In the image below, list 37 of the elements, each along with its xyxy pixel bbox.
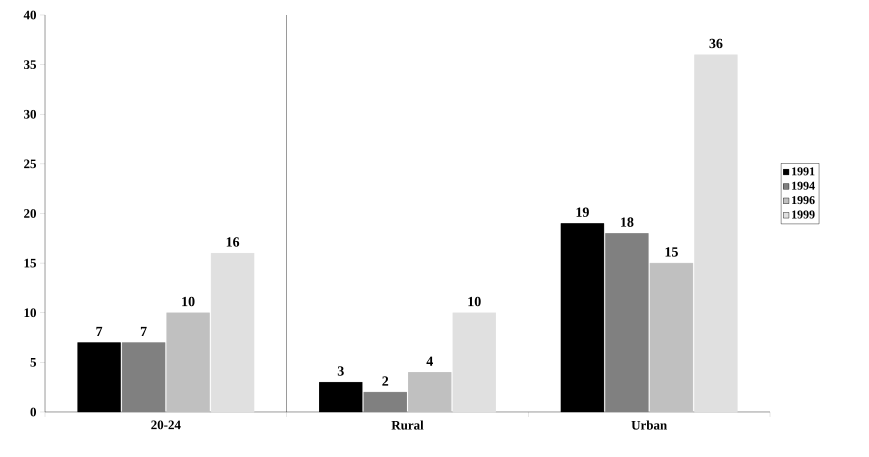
- bar: [605, 233, 649, 412]
- data-label: 10: [468, 296, 481, 306]
- data-label: 16: [226, 237, 240, 247]
- bar: [166, 312, 210, 412]
- data-label: 3: [338, 366, 344, 376]
- y-tick-label: 35: [24, 60, 36, 69]
- y-tick-label: 15: [24, 258, 36, 268]
- data-label: 2: [382, 376, 388, 386]
- y-tick-label: 10: [24, 308, 36, 318]
- bar: [452, 312, 496, 412]
- bar: [694, 54, 738, 412]
- legend-label: 1994: [792, 182, 815, 190]
- data-label: 10: [182, 296, 195, 306]
- x-tick-label: Rural: [392, 420, 424, 430]
- bar: [122, 342, 166, 412]
- y-tick-label: 25: [24, 160, 36, 168]
- x-tick-label: 20-24: [151, 420, 181, 430]
- data-label: 4: [426, 356, 433, 366]
- data-label: 36: [709, 38, 722, 48]
- y-tick-label: 20: [24, 209, 36, 218]
- bar: [210, 252, 254, 412]
- bar: [408, 372, 452, 412]
- y-tick-label: 5: [30, 358, 36, 367]
- bar: [364, 392, 407, 412]
- data-label: 7: [96, 326, 102, 336]
- data-label: 15: [666, 247, 678, 257]
- x-tick-label: Urban: [632, 420, 667, 430]
- data-label: 19: [576, 208, 589, 217]
- legend-label: 1999: [792, 210, 815, 219]
- bar: [650, 262, 694, 412]
- data-label: 7: [140, 326, 147, 336]
- y-tick-label: 30: [24, 110, 36, 119]
- data-label: 18: [621, 217, 634, 227]
- legend-label: 1996: [792, 196, 815, 204]
- y-tick-label: 40: [24, 10, 36, 20]
- legend-label: 1991: [792, 167, 814, 176]
- y-tick-label: 0: [30, 408, 36, 416]
